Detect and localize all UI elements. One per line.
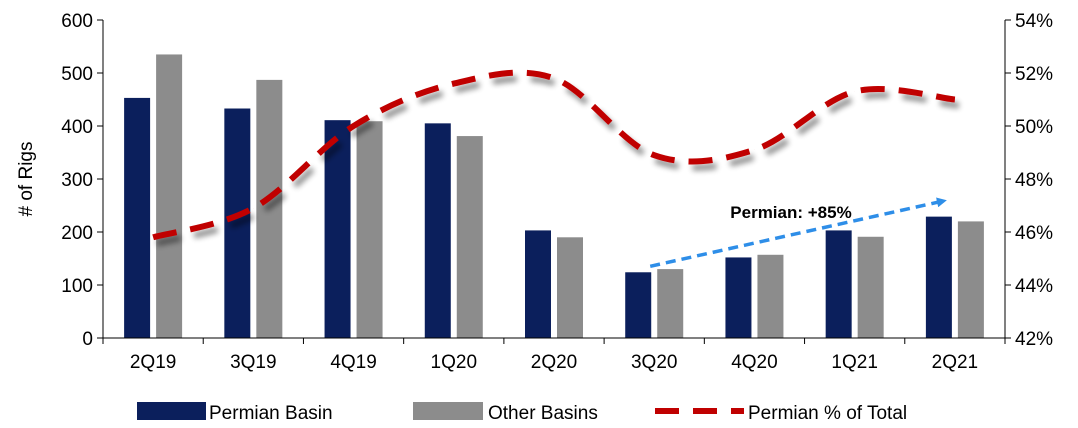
bar-other-basins-3q20 <box>657 269 684 338</box>
legend-label-other-basins: Other Basins <box>488 403 598 424</box>
bar-permian-basin-2q20 <box>525 230 551 338</box>
legend-swatch-other-basins <box>413 402 483 420</box>
growth-annotation-label: Permian: +85% <box>730 203 851 222</box>
legend-label-permian-pct: Permian % of Total <box>748 403 907 424</box>
bar-other-basins-2q20 <box>557 237 583 338</box>
y-left-tick-label: 500 <box>61 64 93 85</box>
bar-permian-basin-3q19 <box>224 108 251 338</box>
bar-permian-basin-4q19 <box>324 120 351 338</box>
x-tick-label: 1Q21 <box>831 352 877 373</box>
legend: Permian Basin Other Basins Permian % of To… <box>137 402 907 424</box>
x-tick-label: 2Q20 <box>531 352 577 373</box>
bar-permian-basin-2q21 <box>925 216 952 338</box>
bar-other-basins-2q19 <box>156 54 183 338</box>
y-right-tick-label: 54% <box>1015 11 1053 32</box>
bar-other-basins-4q20 <box>757 254 784 338</box>
bar-other-basins-1q20 <box>456 136 483 338</box>
y-right-tick-label: 44% <box>1015 276 1053 297</box>
line-layer <box>152 69 956 241</box>
y-left-tick-label: 100 <box>61 276 93 297</box>
y-left-tick-label: 600 <box>61 11 93 32</box>
x-tick-label: 2Q19 <box>130 352 176 373</box>
bar-permian-basin-3q20 <box>625 272 652 338</box>
growth-arrow <box>649 197 947 268</box>
annotation-layer: Permian: +85% <box>649 197 947 268</box>
y-right-tick-label: 46% <box>1015 223 1053 244</box>
bar-permian-basin-1q20 <box>424 123 451 338</box>
bar-other-basins-2q21 <box>957 221 984 338</box>
y-left-tick-label: 300 <box>61 170 93 191</box>
x-tick-label: 2Q21 <box>932 352 978 373</box>
y-right-tick-label: 48% <box>1015 170 1053 191</box>
x-tick-label: 4Q20 <box>731 352 777 373</box>
y-right-tick-label: 42% <box>1015 329 1053 350</box>
y-left-tick-label: 400 <box>61 117 93 138</box>
x-tick-label: 1Q20 <box>431 352 477 373</box>
legend-label-permian-basin: Permian Basin <box>209 403 333 424</box>
bar-other-basins-1q21 <box>857 236 884 338</box>
y-left-tick-label: 200 <box>61 223 93 244</box>
bar-other-basins-4q19 <box>356 121 383 338</box>
axes-layer: 0 100 200 300 400 500 600 42% 44% 46% 48% 50% 52% 54%… <box>16 11 1053 373</box>
y-right-tick-label: 52% <box>1015 64 1053 85</box>
y-right-tick-label: 50% <box>1015 117 1053 138</box>
bar-permian-basin-1q21 <box>825 230 852 338</box>
bars-layer <box>124 54 984 338</box>
legend-swatch-permian-basin <box>137 402 206 420</box>
bar-other-basins-3q19 <box>256 79 283 338</box>
x-tick-label: 3Q20 <box>631 352 677 373</box>
bar-permian-basin-2q19 <box>124 97 151 338</box>
x-tick-label: 3Q19 <box>230 352 276 373</box>
x-tick-label: 4Q19 <box>330 352 376 373</box>
bar-permian-basin-4q20 <box>725 257 752 338</box>
y-left-tick-label: 0 <box>82 329 93 350</box>
y-axis-title: # of Rigs <box>16 142 37 217</box>
